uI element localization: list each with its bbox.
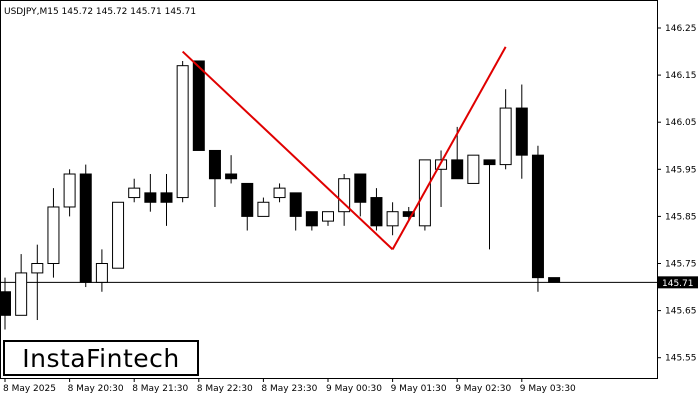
candle xyxy=(435,150,448,207)
y-tick-label: 145.75 xyxy=(665,260,697,270)
candle xyxy=(257,197,270,217)
y-tick-label: 146.25 xyxy=(665,24,697,34)
candle-body xyxy=(402,211,415,217)
candle-body xyxy=(144,192,157,203)
candle-body xyxy=(192,60,205,151)
candle xyxy=(160,174,173,226)
double-top-pattern xyxy=(181,46,507,251)
current-price-label: 145.71 xyxy=(662,279,694,289)
candle xyxy=(305,211,318,231)
candle xyxy=(338,174,351,226)
candle-body xyxy=(354,173,367,203)
candle-body xyxy=(128,187,141,199)
candle-body xyxy=(338,178,351,213)
pattern-line xyxy=(181,50,394,251)
candle-body xyxy=(515,107,528,156)
current-price-marker xyxy=(658,276,698,289)
x-tick-label: 8 May 20:30 xyxy=(68,384,124,394)
candle xyxy=(79,164,92,288)
candle-body xyxy=(225,173,238,180)
candle-body xyxy=(370,197,383,227)
candle-body xyxy=(79,173,92,283)
candle-body xyxy=(467,154,480,184)
candle xyxy=(531,145,544,292)
candle-body xyxy=(289,192,302,217)
candle-body xyxy=(112,201,125,269)
candle xyxy=(354,173,367,217)
candle-body xyxy=(31,263,44,274)
candle-body xyxy=(548,277,561,283)
candle xyxy=(47,188,60,278)
candle-body xyxy=(176,65,189,199)
candle xyxy=(322,211,334,226)
x-tick-label: 9 May 00:30 xyxy=(326,384,382,394)
x-tick-label: 8 May 23:30 xyxy=(261,384,317,394)
candle-body xyxy=(15,272,28,316)
candle-body xyxy=(63,173,76,208)
x-tick-label: 9 May 03:30 xyxy=(520,384,576,394)
brand-logo-text: InstaFintech xyxy=(22,343,180,373)
candle xyxy=(370,188,383,231)
y-tick-label: 146.15 xyxy=(665,71,697,81)
candle xyxy=(225,155,238,184)
candle-body xyxy=(451,159,464,180)
candle xyxy=(208,149,221,207)
x-tick-label: 8 May 22:30 xyxy=(197,384,253,394)
plot-frame xyxy=(0,0,658,379)
candle xyxy=(499,89,512,170)
candle xyxy=(15,254,28,316)
candle-body xyxy=(95,263,108,283)
y-tick-label: 145.55 xyxy=(665,354,697,364)
candle-body xyxy=(531,154,544,279)
candle xyxy=(386,202,399,236)
pattern-line xyxy=(391,46,507,250)
brand-logo: InstaFintech xyxy=(3,340,199,376)
candle xyxy=(176,60,189,203)
x-tick-label: 8 May 21:30 xyxy=(132,384,188,394)
candle-body xyxy=(257,201,270,217)
candle-body xyxy=(483,159,496,166)
y-tick-label: 145.95 xyxy=(665,165,697,175)
candle xyxy=(418,159,431,231)
x-tick-label: 9 May 02:30 xyxy=(455,384,511,394)
candle-body xyxy=(208,149,221,180)
candle-body xyxy=(273,187,286,199)
candle-body xyxy=(241,182,254,217)
candle-body xyxy=(47,206,60,264)
candle-body xyxy=(322,211,334,222)
candle-body xyxy=(386,211,399,227)
candle xyxy=(31,244,44,321)
candle xyxy=(483,159,496,250)
candle xyxy=(112,201,125,269)
candle xyxy=(548,277,561,283)
y-tick-label: 145.65 xyxy=(665,307,697,317)
candles xyxy=(0,60,561,330)
candle xyxy=(515,84,528,179)
candle xyxy=(289,192,302,231)
candle-body xyxy=(499,107,512,166)
candle xyxy=(273,183,286,203)
candle-body xyxy=(305,211,318,227)
x-tick-label: 9 May 01:30 xyxy=(391,384,447,394)
y-tick-label: 146.05 xyxy=(665,118,697,128)
candle xyxy=(63,169,76,217)
candle-body xyxy=(0,291,11,316)
y-tick-label: 145.85 xyxy=(665,212,697,222)
candle xyxy=(144,174,157,212)
candle xyxy=(467,154,480,184)
candle xyxy=(0,277,11,330)
candle xyxy=(95,249,108,292)
candle xyxy=(128,178,141,203)
candle xyxy=(192,60,205,151)
chart-header: USDJPY,M15 145.72 145.72 145.71 145.71 xyxy=(4,7,196,17)
candle xyxy=(241,182,254,231)
candle-body xyxy=(160,192,173,203)
x-tick-label: 8 May 2025 xyxy=(3,384,56,394)
